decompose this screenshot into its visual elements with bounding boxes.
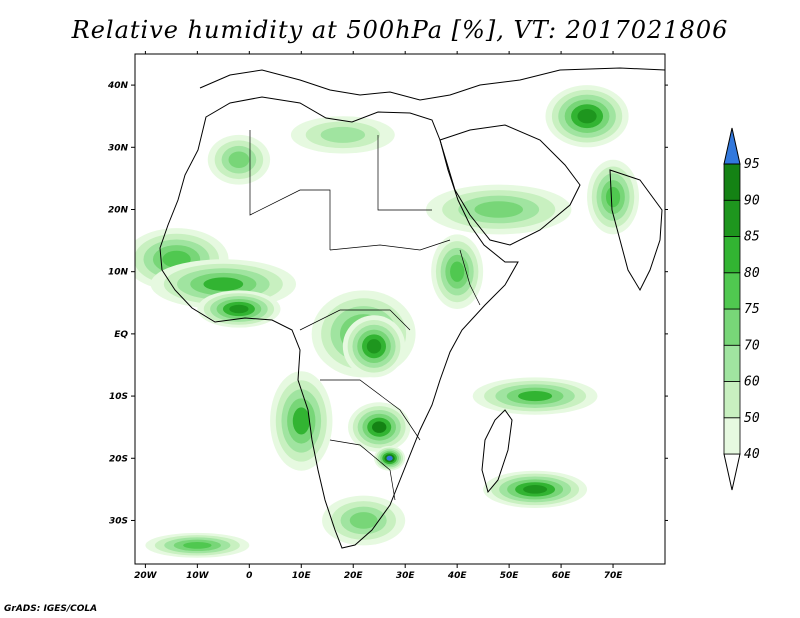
humidity-shading	[135, 85, 640, 558]
lat-tick-label: 40N	[107, 81, 129, 91]
lon-tick-label: 70E	[604, 571, 624, 581]
lat-tick-label: 20N	[108, 205, 129, 215]
colorbar-box	[723, 344, 741, 382]
colorbar-box	[723, 417, 741, 455]
country-borders	[249, 130, 481, 501]
europe-coastline	[199, 67, 665, 101]
humidity-congo-basin-core	[366, 339, 382, 354]
colorbar-box	[723, 199, 741, 237]
humidity-east-africa	[450, 261, 465, 282]
lon-tick-label: 40E	[447, 571, 468, 581]
humidity-west-africa-coast	[203, 277, 244, 291]
humidity-sahara-north	[228, 151, 250, 169]
lat-tick-label: 30S	[109, 516, 128, 526]
lon-tick-label: 10W	[186, 571, 210, 581]
border-south-central	[320, 379, 421, 441]
humidity-angola-coast	[292, 407, 310, 435]
border-central	[299, 309, 411, 331]
colorbar-label: 90	[744, 193, 760, 208]
border-horn	[459, 249, 481, 306]
lat-tick-label: 20S	[109, 454, 128, 464]
colorbar-box	[723, 381, 741, 419]
humidity-southern-africa-south	[349, 512, 378, 529]
plot-frame	[134, 53, 666, 565]
humidity-gulf-of-guinea	[229, 304, 249, 314]
lon-tick-label: 10E	[292, 571, 312, 581]
lat-tick-label: EQ	[114, 330, 128, 340]
colorbar-label: 60	[744, 375, 760, 390]
colorbar: 40 50 60 70 75 80 85 90 95	[723, 127, 760, 491]
lat-tick-label: 10N	[108, 268, 129, 278]
border-sahel	[329, 239, 451, 251]
colorbar-box	[723, 236, 741, 274]
colorbar-label: 50	[744, 411, 760, 426]
humidity-iran	[577, 109, 597, 124]
lat-tick-label: 10S	[109, 392, 128, 402]
humidity-indian-ocean-band	[518, 390, 553, 402]
colorbar-label: 70	[744, 338, 760, 353]
colorbar-label: 80	[744, 266, 760, 281]
coastlines	[159, 67, 665, 549]
humidity-south-atlantic	[183, 541, 212, 549]
humidity-west-india	[605, 186, 621, 208]
humidity-east-mediterranean	[320, 126, 366, 143]
lon-tick-label: 60E	[552, 571, 572, 581]
lat-tick-label: 30N	[108, 143, 129, 153]
colorbar-label: 85	[744, 230, 760, 245]
lon-tick-label: 20E	[344, 571, 364, 581]
lon-tick-label: 20W	[134, 571, 158, 581]
humidity-arabia-band	[474, 201, 523, 218]
lon-tick-label: 50E	[500, 571, 520, 581]
grads-credit: GrADS: IGES/COLA	[4, 604, 98, 614]
colorbar-label: 75	[744, 302, 760, 317]
madagascar-coastline	[481, 409, 513, 494]
colorbar-box	[723, 308, 741, 346]
humidity-zambia	[372, 421, 387, 433]
humidity-zimbabwe	[386, 455, 393, 461]
colorbar-label: 40	[744, 447, 760, 462]
india-coastline	[609, 169, 663, 292]
africa-coastline	[159, 96, 519, 549]
border-sahara	[249, 130, 331, 250]
colorbar-label: 95	[744, 157, 760, 172]
colorbar-box	[723, 272, 741, 310]
colorbar-lower-arrow	[723, 453, 741, 491]
lon-tick-label: 0	[246, 571, 252, 581]
colorbar-upper-arrow	[723, 127, 741, 165]
border-libya-egypt	[377, 135, 432, 211]
arabia-coastline	[439, 124, 581, 246]
map-title: Relative humidity at 500hPa [%], VT: 201…	[71, 16, 729, 44]
map-axes: 20W 10W 0 10E 20E 30E 40E 50E 60E 70E 40N 30N 20N 10N…	[107, 51, 668, 581]
lon-tick-label: 30E	[396, 571, 416, 581]
border-southern	[329, 439, 396, 501]
colorbar-box	[723, 163, 741, 201]
humidity-madagascar-south	[523, 485, 548, 494]
